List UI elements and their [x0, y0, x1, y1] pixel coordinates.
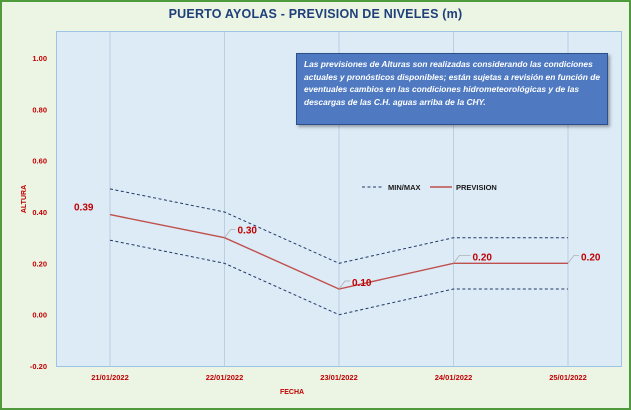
y-tick-label: 0.80 — [32, 105, 47, 114]
legend-label-minmax: MIN/MAX — [388, 183, 421, 192]
y-tick-label: -0.20 — [30, 362, 47, 371]
data-label: 0.30 — [238, 226, 258, 237]
forecast-note: Las previsiones de Alturas son realizada… — [296, 53, 608, 125]
x-tick-label: 22/01/2022 — [206, 373, 244, 382]
x-tick-label: 23/01/2022 — [320, 373, 358, 382]
data-label-leader — [224, 229, 236, 238]
data-label: 0.20 — [473, 252, 493, 263]
series-line-max — [109, 188, 568, 264]
x-tick-label: 25/01/2022 — [549, 373, 587, 382]
y-tick-label: 0.60 — [32, 157, 47, 166]
data-label: 0.39 — [74, 203, 94, 214]
x-tick-label: 21/01/2022 — [91, 373, 129, 382]
chart-title: PUERTO AYOLAS - PREVISION DE NIVELES (m) — [168, 7, 463, 21]
y-tick-label: 0.00 — [32, 311, 47, 320]
data-label-leader — [567, 254, 579, 264]
series-line-min — [109, 239, 568, 316]
data-label: 0.10 — [352, 278, 372, 289]
legend-label-prevision: PREVISION — [456, 183, 497, 192]
y-tick-label: 0.20 — [32, 259, 47, 268]
y-axis-label: ALTURA — [21, 185, 28, 213]
x-tick-label: 24/01/2022 — [435, 373, 473, 382]
data-label-leader — [338, 280, 350, 290]
y-tick-label: 0.40 — [32, 208, 47, 217]
y-tick-label: 1.00 — [32, 54, 47, 63]
x-axis-label: FECHA — [280, 389, 304, 396]
data-label: 0.20 — [581, 252, 601, 263]
data-label-leader — [453, 254, 471, 264]
